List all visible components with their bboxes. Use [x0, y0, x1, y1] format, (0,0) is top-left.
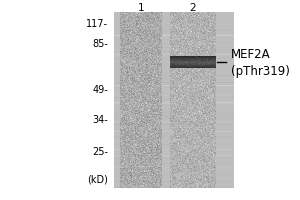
Text: (kD): (kD): [87, 175, 108, 185]
Text: MEF2A: MEF2A: [231, 47, 271, 60]
Text: 25-: 25-: [92, 147, 108, 157]
Text: 2: 2: [190, 3, 196, 13]
Text: 34-: 34-: [92, 115, 108, 125]
Text: 49-: 49-: [92, 85, 108, 95]
Text: (pThr319): (pThr319): [231, 66, 290, 78]
Text: 117-: 117-: [86, 19, 108, 29]
Text: 1: 1: [138, 3, 144, 13]
Text: 85-: 85-: [92, 39, 108, 49]
